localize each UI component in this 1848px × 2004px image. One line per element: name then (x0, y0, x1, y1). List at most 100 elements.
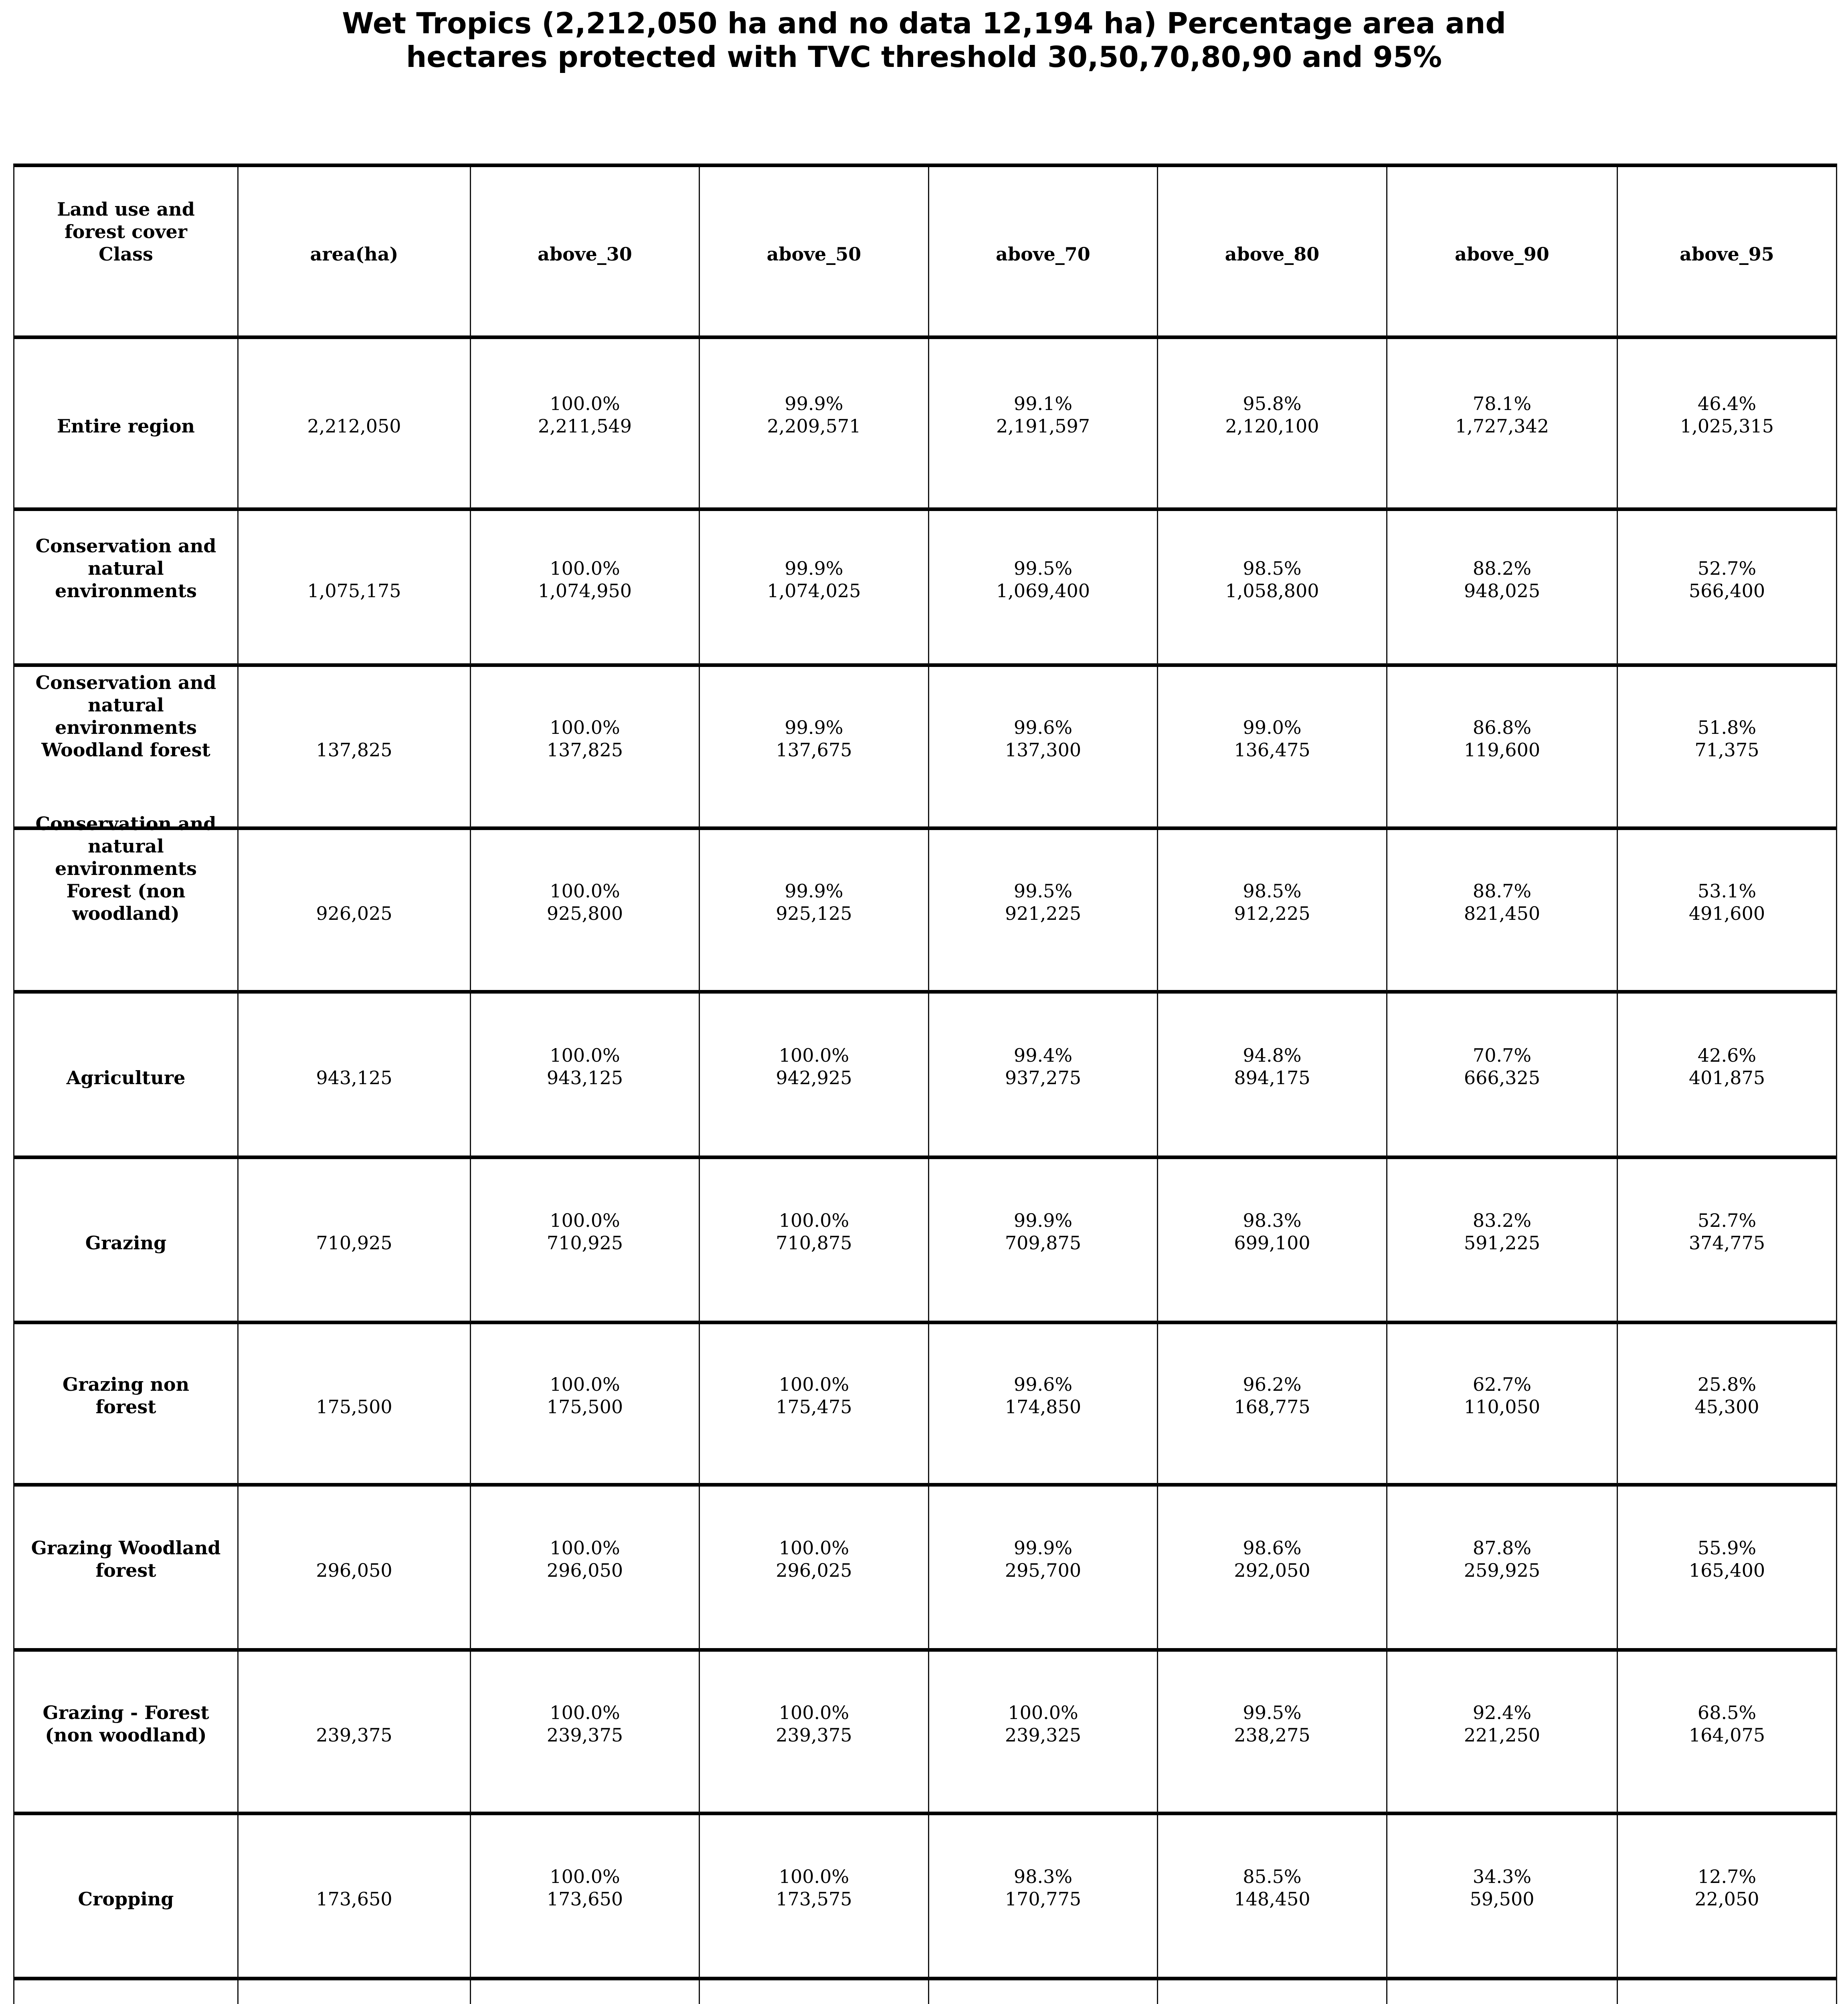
class-cell: Agriculture (14, 994, 239, 1159)
area-value: 173,650 (316, 1888, 392, 1910)
header-label-above_80: above_80 (1225, 243, 1320, 265)
percent-value: 98.3% (1243, 1210, 1302, 1232)
hectares-value: 45,300 (1694, 1396, 1759, 1418)
area-cell: 1,075,175 (239, 511, 471, 667)
header-cell-class: Land use and forest cover Class (14, 167, 239, 339)
class-cell: Conservation and natural environments (14, 511, 239, 667)
percent-value: 100.0% (550, 1866, 620, 1888)
percent-value: 100.0% (550, 558, 620, 579)
percent-value: 94.8% (1243, 1044, 1302, 1066)
percent-value: 100.0% (778, 1701, 849, 1723)
percent-value: 100.0% (550, 1701, 620, 1723)
hectares-value: 937,275 (1005, 1067, 1082, 1089)
page-title: Wet Tropics (2,212,050 ha and no data 12… (0, 6, 1848, 74)
percent-value: 99.6% (1013, 717, 1073, 739)
percent-value: 100.0% (550, 1537, 620, 1559)
header-cell-above_30: above_30 (471, 167, 700, 339)
data-cell: 100.0% 296,050 (471, 1487, 700, 1652)
data-cell: 99.9% 137,675 (700, 667, 929, 830)
class-line-3: Forest (non (66, 880, 186, 902)
title-line-1: Wet Tropics (2,212,050 ha and no data 12… (342, 6, 1506, 40)
percent-value: 98.5% (1243, 558, 1302, 579)
percent-value: 98.3% (1013, 1866, 1073, 1888)
data-cell: 99.6% 137,300 (929, 667, 1158, 830)
hectares-value: 710,925 (546, 1232, 623, 1254)
hectares-value: 175,500 (546, 1396, 623, 1418)
percent-value: 88.7% (1472, 880, 1532, 902)
hectares-value: 710,875 (776, 1232, 852, 1254)
percent-value: 62.7% (1472, 1374, 1532, 1396)
area-cell: 239,375 (239, 1652, 471, 1815)
data-cell: 99.9% 925,125 (700, 830, 929, 994)
data-cell: 85.5% 148,450 (1158, 1815, 1387, 1980)
hectares-value: 925,125 (776, 902, 852, 924)
data-cell: 99.9% 2,209,571 (700, 339, 929, 511)
spacer-line (240, 1865, 468, 1888)
percent-value: 55.9% (1697, 1537, 1757, 1559)
data-cell: 12.7% 22,050 (1618, 1815, 1836, 1980)
hectares-value: 295,700 (1005, 1560, 1082, 1582)
percent-value: 99.4% (1013, 1044, 1073, 1066)
data-cell: 99.5% 238,275 (1158, 1652, 1387, 1815)
data-cell: 99.4% 937,275 (929, 994, 1158, 1159)
hectares-value: 239,375 (546, 1724, 623, 1746)
spacer-line (240, 392, 468, 415)
spacer-line (240, 880, 468, 902)
data-cell: 99.9% 1,074,025 (700, 511, 929, 667)
area-cell: 943,125 (239, 994, 471, 1159)
data-cell: 83.2% 591,225 (1387, 1159, 1618, 1324)
percent-value: 87.8% (1472, 1537, 1532, 1559)
spacer-line (240, 1209, 468, 1232)
hectares-value: 259,925 (1464, 1560, 1541, 1582)
data-cell: 100.0%58,500 (471, 1980, 700, 2004)
percent-value: 100.0% (550, 1044, 620, 1066)
hectares-value: 137,675 (776, 739, 852, 761)
class-line-1: natural (88, 558, 164, 579)
hectares-value: 1,074,950 (538, 580, 632, 602)
spacer-line (240, 1373, 468, 1396)
data-cell: 87.8% 259,925 (1387, 1487, 1618, 1652)
data-cell: 99.9% 709,875 (929, 1159, 1158, 1324)
percent-value: 83.2% (1472, 1210, 1532, 1232)
class-line-0: Grazing non (62, 1374, 190, 1396)
header-cell-above_95: above_95 (1618, 167, 1836, 339)
percent-value: 100.0% (1008, 1701, 1078, 1723)
percent-value: 98.5% (1243, 880, 1302, 902)
header-label-above_50: above_50 (766, 243, 861, 265)
hectares-value: 1,058,800 (1225, 580, 1319, 602)
header-label-above_90: above_90 (1455, 243, 1549, 265)
hectares-value: 491,600 (1688, 902, 1765, 924)
percent-value: 100.0% (778, 1866, 849, 1888)
data-cell: 53.1% 491,600 (1618, 830, 1836, 994)
hectares-value: 165,400 (1688, 1560, 1765, 1582)
class-line-0: Agriculture (66, 1067, 186, 1089)
hectares-value: 296,050 (546, 1560, 623, 1582)
data-cell: 8.6%5,025 (1618, 1980, 1836, 2004)
spacer-line (240, 557, 468, 580)
hectares-value: 137,300 (1005, 739, 1082, 761)
data-cell: 95.8% 2,120,100 (1158, 339, 1387, 511)
data-cell: 62.7% 110,050 (1387, 1324, 1618, 1487)
percent-value: 99.6% (1013, 1374, 1073, 1396)
hectares-value: 296,025 (776, 1560, 852, 1582)
hectares-value: 173,575 (776, 1888, 852, 1910)
percent-value: 52.7% (1697, 558, 1757, 579)
class-line-0: Conservation and (35, 812, 216, 834)
hectares-value: 591,225 (1464, 1232, 1541, 1254)
hectares-value: 2,209,571 (767, 415, 861, 437)
area-value: 2,212,050 (307, 415, 401, 437)
area-cell: 137,825 (239, 667, 471, 830)
header-cell-area: area(ha) (239, 167, 471, 339)
title-line-2: hectares protected with TVC threshold 30… (406, 40, 1442, 74)
class-line-0: Conservation and (35, 535, 216, 557)
header-class-line-2: Class (99, 243, 153, 265)
hectares-value: 943,125 (546, 1067, 623, 1089)
data-cell: 100.0% 173,575 (700, 1815, 929, 1980)
percent-value: 53.1% (1697, 880, 1757, 902)
percent-value: 100.0% (550, 717, 620, 739)
class-line-0: Grazing Woodland (31, 1537, 221, 1559)
data-cell: 100.0% 1,074,950 (471, 511, 700, 667)
class-line-2: environments (55, 857, 197, 879)
hectares-value: 164,075 (1688, 1724, 1765, 1746)
hectares-value: 170,775 (1005, 1888, 1082, 1910)
